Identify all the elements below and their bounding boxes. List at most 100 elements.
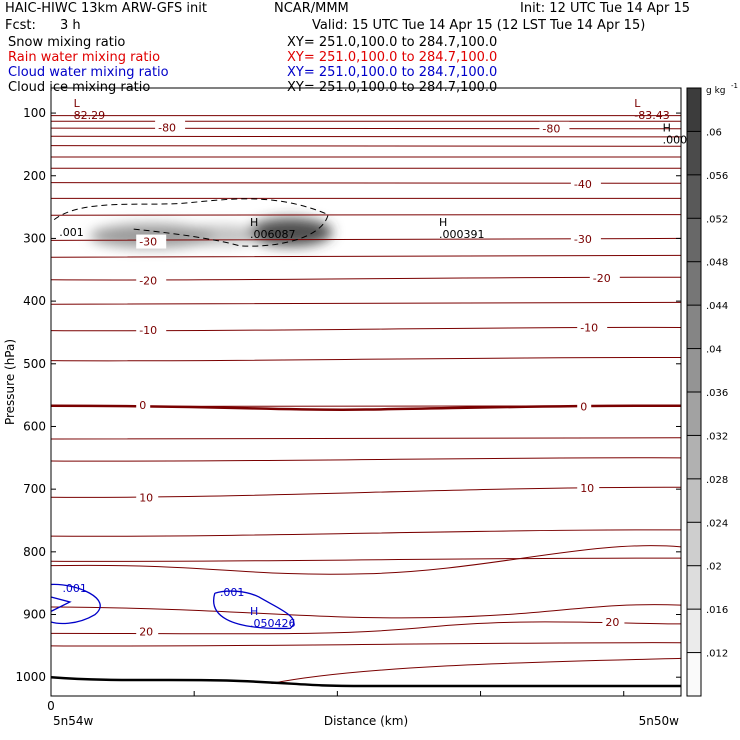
temperature-label-8: -10 bbox=[580, 321, 598, 334]
temperature-label-bg-13 bbox=[136, 624, 159, 639]
temperature-label-bg-14 bbox=[602, 615, 625, 630]
colorbar-tick-label-1: .056 bbox=[706, 171, 728, 182]
temperature-label-0: -80 bbox=[158, 121, 176, 134]
extremum-value-4: .000391 bbox=[439, 228, 485, 241]
colorbar: .06 .056 .052 .048 .044 .04 .036 .032 .028 .024 .0… bbox=[686, 82, 738, 697]
extremum-value-0: 82.29 bbox=[74, 109, 106, 122]
contour-value-2: .001 bbox=[220, 586, 245, 599]
colorbar-swatch-10 bbox=[687, 522, 701, 567]
temperature-contour-17 bbox=[50, 437, 682, 440]
field-xy-rain: XY= 251.0,100.0 to 284.7,100.0 bbox=[287, 50, 498, 65]
contour-value-0: .001 bbox=[59, 226, 84, 239]
temperature-label-1: -80 bbox=[542, 123, 560, 136]
extremum-value-5: .050426 bbox=[250, 617, 296, 630]
init-time: Init: 12 UTC Tue 14 Apr 15 bbox=[520, 1, 691, 16]
colorbar-unit-exponent: -1 bbox=[731, 82, 738, 90]
temperature-contour-13 bbox=[50, 301, 682, 306]
plot-frame bbox=[50, 87, 682, 697]
field-name-snow: Snow mixing ratio bbox=[8, 35, 126, 50]
temperature-contour-22 bbox=[50, 642, 682, 647]
center-label: NCAR/MMM bbox=[274, 1, 349, 16]
valid-time: Valid: 15 UTC Tue 14 Apr 15 (12 LST Tue … bbox=[312, 18, 646, 33]
temperature-label-bg-9 bbox=[136, 398, 151, 413]
cloud-ice-contour bbox=[53, 198, 329, 247]
field-name-cloud-water: Cloud water mixing ratio bbox=[8, 65, 169, 80]
y-tick-label-3: 400 bbox=[23, 294, 46, 308]
y-axis-label: Pressure (hPa) bbox=[3, 339, 17, 425]
extremum-marker-5: H bbox=[250, 605, 258, 618]
colorbar-swatch-0 bbox=[687, 88, 701, 132]
temperature-label-10: 0 bbox=[580, 400, 587, 413]
temperature-contours bbox=[50, 114, 682, 688]
cloud-water-contour-center bbox=[213, 590, 295, 630]
x-tick-label-0: 0 bbox=[47, 699, 55, 713]
field-xy-cloud-water: XY= 251.0,100.0 to 284.7,100.0 bbox=[287, 65, 498, 80]
temperature-contour-15 bbox=[50, 356, 682, 362]
temperature-contour-18 bbox=[50, 457, 682, 462]
snow-shading bbox=[89, 218, 333, 248]
y-tick-label-4: 500 bbox=[23, 357, 46, 371]
colorbar-tick-label-9: .024 bbox=[706, 518, 728, 529]
temperature-label-3: -30 bbox=[139, 236, 157, 249]
temperature-label-12: 10 bbox=[580, 482, 594, 495]
colorbar-unit-label: g kg bbox=[706, 86, 726, 96]
temperature-label-bg-11 bbox=[136, 490, 159, 505]
temperature-contour-2 bbox=[50, 127, 682, 130]
chart-title: HAIC-HIWC 13km ARW-GFS init bbox=[5, 1, 207, 16]
cloud-water-contour-west bbox=[50, 583, 101, 625]
temperature-label-bg-3 bbox=[136, 234, 167, 249]
colorbar-swatch-12 bbox=[687, 609, 701, 654]
temperature-contour-9 bbox=[50, 214, 682, 217]
temperature-label-6: -20 bbox=[593, 272, 611, 285]
temperature-label-11: 10 bbox=[139, 491, 153, 504]
freezing-level-contour bbox=[50, 404, 682, 412]
contour-labels: -80 -80-40-30 -30-20 -20-10 -100 010102020L82… bbox=[59, 97, 694, 639]
temperature-contour-20 bbox=[50, 529, 682, 537]
x-axis-label: Distance (km) bbox=[324, 714, 408, 728]
extremum-value-1: -83.43 bbox=[634, 109, 669, 122]
temperature-contour-11 bbox=[50, 254, 682, 258]
fcst-label: Fcst: bbox=[5, 18, 36, 33]
temperature-label-13: 20 bbox=[139, 625, 153, 638]
colorbar-swatch-9 bbox=[687, 478, 701, 523]
temperature-contour-boundary bbox=[271, 657, 682, 684]
colorbar-swatch-5 bbox=[687, 305, 701, 350]
extremum-marker-1: L bbox=[634, 97, 641, 110]
temperature-label-bg-5 bbox=[136, 273, 167, 288]
y-tick-label-5: 600 bbox=[23, 419, 46, 433]
colorbar-swatch-4 bbox=[687, 261, 701, 306]
extremum-marker-4: H bbox=[439, 216, 447, 229]
temperature-label-bg-2 bbox=[570, 176, 601, 191]
temperature-contour-0 bbox=[50, 114, 682, 117]
colorbar-tick-label-0: .06 bbox=[706, 127, 722, 138]
field-xy-snow: XY= 251.0,100.0 to 284.7,100.0 bbox=[287, 35, 498, 50]
extremum-marker-0: L bbox=[74, 97, 81, 110]
contour-value-1: .001 bbox=[62, 582, 86, 595]
y-tick-label-1: 200 bbox=[23, 169, 46, 183]
y-tick-label-6: 700 bbox=[23, 482, 46, 496]
colorbar-swatch-8 bbox=[687, 435, 701, 480]
y-tick-label-0: 100 bbox=[23, 106, 46, 120]
cloud-water-contour-west-inner bbox=[50, 596, 72, 612]
temperature-label-bg-4 bbox=[570, 232, 601, 247]
colorbar-swatch-2 bbox=[687, 174, 701, 219]
colorbar-swatch-7 bbox=[687, 392, 701, 436]
y-tick-label-9: 1000 bbox=[15, 670, 46, 684]
extremum-marker-2: H bbox=[663, 122, 671, 135]
colorbar-tick-label-11: .016 bbox=[706, 605, 728, 616]
temperature-label-bg-7 bbox=[136, 322, 167, 337]
colorbar-tick-label-7: .032 bbox=[706, 431, 728, 442]
surface-pressure-line bbox=[50, 675, 681, 688]
colorbar-tick-label-4: .044 bbox=[706, 301, 728, 312]
temperature-contour-near-surface bbox=[50, 604, 682, 619]
colorbar-tick-label-8: .028 bbox=[706, 475, 728, 486]
temperature-label-9: 0 bbox=[139, 399, 146, 412]
temperature-contour-6 bbox=[50, 167, 682, 170]
field-name-rain: Rain water mixing ratio bbox=[8, 50, 161, 65]
temperature-contour-4 bbox=[50, 145, 682, 147]
y-tick-label-7: 800 bbox=[23, 545, 46, 559]
temperature-label-14: 20 bbox=[605, 616, 619, 629]
colorbar-tick-label-6: .036 bbox=[706, 388, 728, 399]
